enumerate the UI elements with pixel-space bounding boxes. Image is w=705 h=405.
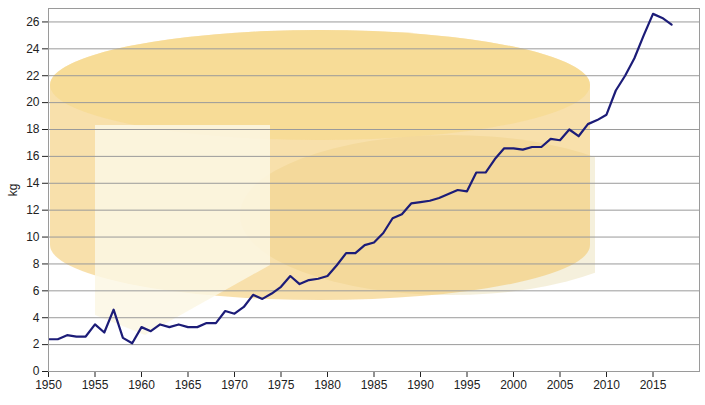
svg-text:2: 2 [33,337,40,351]
svg-text:10: 10 [26,230,40,244]
svg-text:1980: 1980 [314,378,341,392]
svg-text:18: 18 [26,122,40,136]
svg-text:2010: 2010 [593,378,620,392]
svg-text:16: 16 [26,149,40,163]
svg-text:24: 24 [26,42,40,56]
svg-text:2000: 2000 [500,378,527,392]
svg-text:1970: 1970 [221,378,248,392]
svg-text:26: 26 [26,15,40,29]
svg-text:14: 14 [26,176,40,190]
svg-text:8: 8 [33,257,40,271]
svg-text:1950: 1950 [35,378,62,392]
svg-text:6: 6 [33,284,40,298]
svg-text:2005: 2005 [547,378,574,392]
svg-text:1975: 1975 [268,378,295,392]
svg-text:1985: 1985 [361,378,388,392]
svg-text:1955: 1955 [82,378,109,392]
svg-text:20: 20 [26,95,40,109]
svg-text:22: 22 [26,69,40,83]
svg-text:kg: kg [6,184,20,197]
svg-text:1965: 1965 [175,378,202,392]
svg-text:12: 12 [26,203,40,217]
svg-text:1960: 1960 [128,378,155,392]
svg-text:1990: 1990 [407,378,434,392]
svg-text:1995: 1995 [454,378,481,392]
svg-text:0: 0 [33,364,40,378]
svg-text:4: 4 [33,311,40,325]
svg-text:2015: 2015 [640,378,667,392]
